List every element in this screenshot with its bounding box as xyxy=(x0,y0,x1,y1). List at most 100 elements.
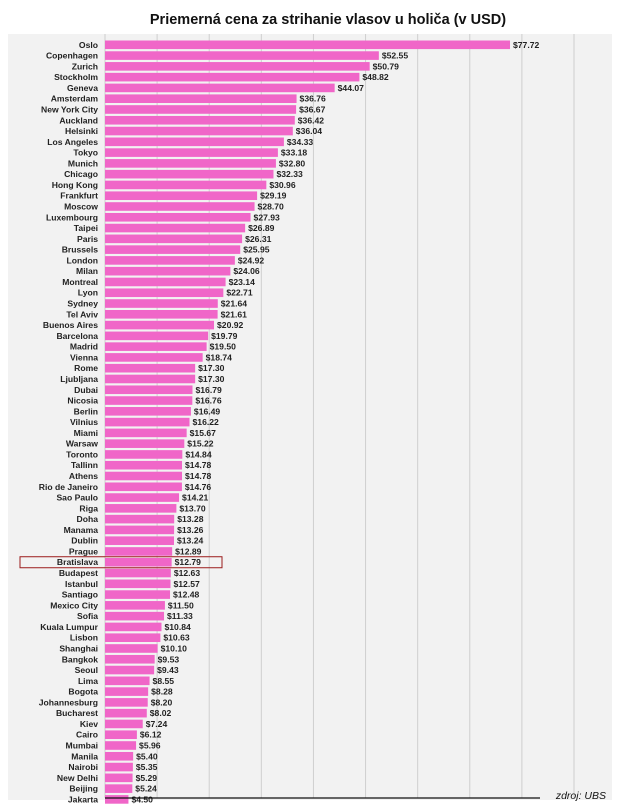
category-label: Johannesburg xyxy=(39,697,98,707)
category-label: Tel Aviv xyxy=(66,309,98,319)
category-label: Sydney xyxy=(67,299,98,309)
value-label: $32.80 xyxy=(279,158,306,168)
source-note: zdroj: UBS xyxy=(555,790,606,802)
category-label: Buenos Aires xyxy=(43,320,98,330)
category-label: Milan xyxy=(76,266,98,276)
value-label: $11.50 xyxy=(168,600,194,610)
category-label: Luxembourg xyxy=(46,212,98,222)
category-label: Beijing xyxy=(69,784,98,794)
category-label: Rio de Janeiro xyxy=(39,482,98,492)
value-label: $14.78 xyxy=(185,460,212,470)
category-label: Zurich xyxy=(72,61,98,71)
value-label: $16.22 xyxy=(193,417,220,427)
value-label: $23.14 xyxy=(229,277,256,287)
value-label: $12.79 xyxy=(175,557,202,567)
category-label: Toronto xyxy=(66,449,98,459)
bar-buenos-aires xyxy=(105,320,215,330)
highlight-box xyxy=(19,556,223,569)
category-label: Frankfurt xyxy=(60,191,98,201)
value-label: $12.57 xyxy=(174,579,201,589)
category-label: New Delhi xyxy=(57,773,98,783)
value-label: $24.06 xyxy=(233,266,260,276)
bar-tallinn xyxy=(105,460,183,470)
bar-barcelona xyxy=(105,331,209,341)
category-label: Miami xyxy=(74,428,98,438)
bar-helsinki xyxy=(105,126,293,136)
value-label: $9.53 xyxy=(158,654,180,664)
bar-vienna xyxy=(105,353,203,362)
value-label: $14.76 xyxy=(185,482,212,492)
value-label: $8.20 xyxy=(151,697,173,707)
category-label: Nicosia xyxy=(67,396,98,406)
bar-geneva xyxy=(105,83,335,93)
category-label: Paris xyxy=(77,234,98,244)
bar-istanbul xyxy=(105,579,171,589)
category-label: New York City xyxy=(41,104,98,114)
value-label: $26.31 xyxy=(245,234,272,244)
value-label: $14.84 xyxy=(185,449,212,459)
bar-toronto xyxy=(105,450,183,459)
bar-nairobi xyxy=(105,762,133,772)
bar-cairo xyxy=(105,730,137,740)
category-label: Tokyo xyxy=(73,148,98,158)
category-label: Doha xyxy=(77,514,99,524)
value-label: $11.33 xyxy=(167,611,193,621)
value-label: $36.76 xyxy=(300,94,327,104)
category-label: Bratislava xyxy=(57,557,98,567)
category-label: Munich xyxy=(68,158,98,168)
category-label: Mumbai xyxy=(66,741,98,751)
category-label: Prague xyxy=(69,546,98,556)
value-label: $6.12 xyxy=(140,730,162,740)
category-label: Jakarta xyxy=(68,794,98,804)
bar-auckland xyxy=(105,115,295,125)
value-label: $26.89 xyxy=(248,223,275,233)
bar-jakarta xyxy=(105,795,129,804)
category-label: Stockholm xyxy=(54,72,98,82)
value-label: $52.55 xyxy=(382,51,409,61)
category-label: Rome xyxy=(74,363,98,373)
bar-sofia xyxy=(105,611,165,621)
value-label: $7.24 xyxy=(146,719,168,729)
bar-manama xyxy=(105,525,175,535)
category-label: Lisbon xyxy=(70,633,98,643)
value-label: $32.33 xyxy=(276,169,303,179)
value-label: $22.71 xyxy=(226,288,253,298)
category-label: Geneva xyxy=(67,83,98,93)
bars-group xyxy=(105,40,511,804)
bar-tokyo xyxy=(105,148,278,157)
category-label: Lyon xyxy=(78,288,98,298)
category-label: Seoul xyxy=(75,665,98,675)
bar-riga xyxy=(105,504,177,513)
value-label: $20.92 xyxy=(217,320,244,330)
bar-sydney xyxy=(105,299,218,308)
value-label: $16.49 xyxy=(194,406,221,416)
value-label: $36.42 xyxy=(298,115,325,125)
value-label: $13.24 xyxy=(177,536,204,546)
bar-johannesburg xyxy=(105,698,148,707)
category-label: Ljubljana xyxy=(60,374,98,384)
category-label: Copenhagen xyxy=(46,51,98,61)
category-label: Cairo xyxy=(76,730,98,740)
category-label: Bangkok xyxy=(62,654,99,664)
value-label: $13.70 xyxy=(179,503,206,513)
category-label: Chicago xyxy=(64,169,98,179)
bar-santiago xyxy=(105,590,171,599)
value-label: $8.28 xyxy=(151,687,173,697)
value-label: $9.43 xyxy=(157,665,179,675)
value-label: $48.82 xyxy=(362,72,389,82)
category-label: Helsinki xyxy=(65,126,98,136)
value-label: $13.28 xyxy=(177,514,204,524)
bar-beijing xyxy=(105,784,133,793)
category-label: Lima xyxy=(78,676,98,686)
bar-frankfurt xyxy=(105,191,258,201)
bar-kiev xyxy=(105,719,143,729)
value-label: $12.48 xyxy=(173,590,200,600)
category-label: Brussels xyxy=(62,245,99,255)
bar-lyon xyxy=(105,288,224,298)
category-label: Santiago xyxy=(62,590,98,600)
category-label: Warsaw xyxy=(66,439,98,449)
category-label: Shanghai xyxy=(59,643,98,653)
bar-prague xyxy=(105,547,173,556)
